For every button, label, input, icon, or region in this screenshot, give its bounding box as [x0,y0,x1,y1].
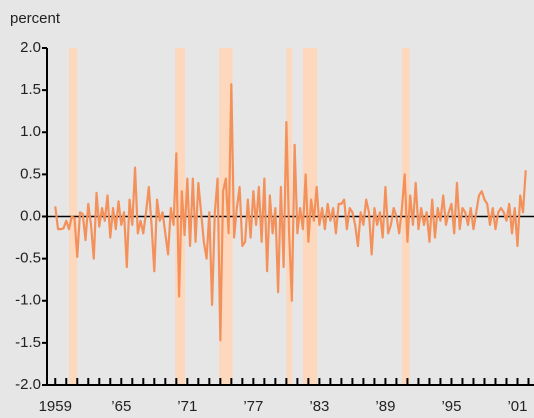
y-tick-label: 1.0 [20,123,41,140]
x-tick-label: ’83 [309,398,329,415]
x-tick-label: 1959 [39,398,72,415]
y-axis-label: percent [10,10,61,27]
y-tick-label: 0.0 [20,207,41,224]
y-tick-label: 2.0 [20,39,41,56]
y-tick-label: -1.5 [15,334,41,351]
y-tick-label: -0.5 [15,250,41,267]
data-line [54,83,527,342]
x-tick-label: ’01 [507,398,527,415]
x-tick-label: ’95 [441,398,461,415]
x-tick-label: ’89 [375,398,395,415]
y-tick-label: 0.5 [20,165,41,182]
y-tick-label: 1.5 [20,81,41,98]
y-tick-label: -1.0 [15,292,41,309]
y-tick-label: -2.0 [15,376,41,393]
x-tick-label: ’77 [243,398,263,415]
x-tick-label: ’71 [177,398,197,415]
x-tick-label: ’65 [111,398,131,415]
